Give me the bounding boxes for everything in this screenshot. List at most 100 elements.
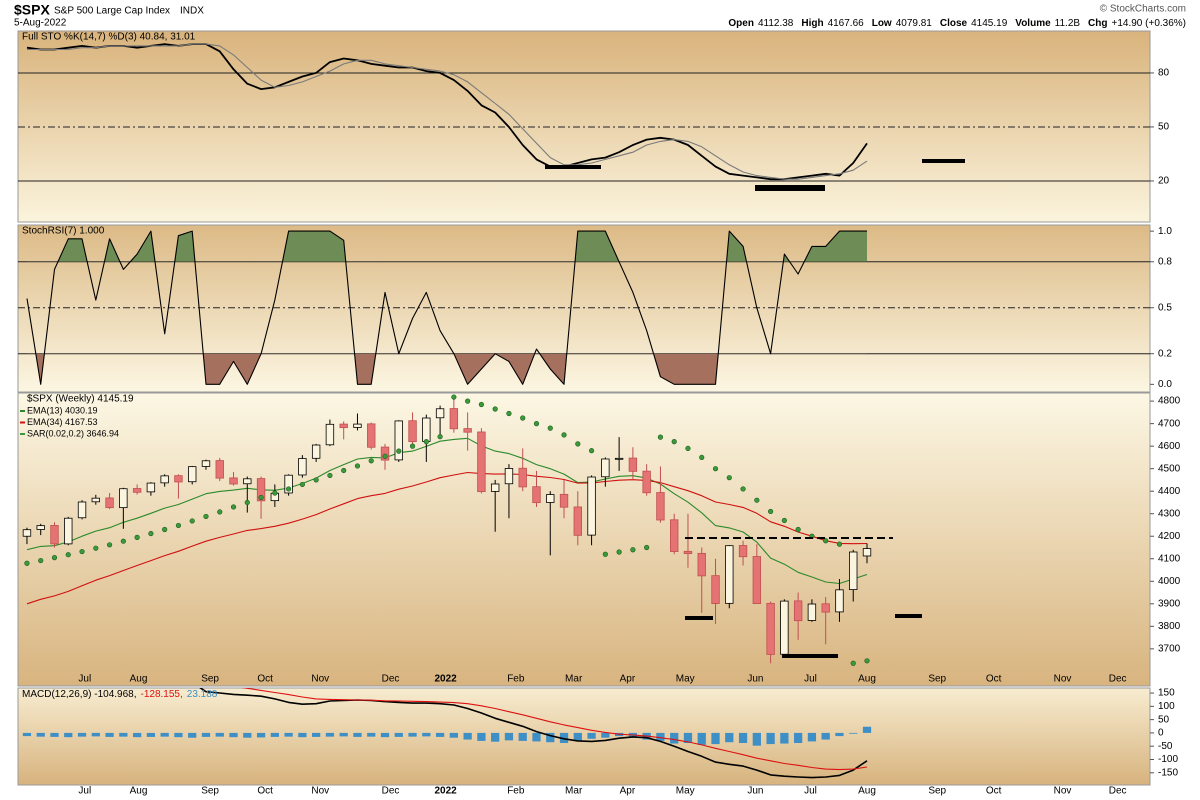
sar-dot: [79, 548, 85, 555]
sar-dot: [768, 508, 774, 515]
sar-dot: [712, 466, 719, 472]
histogram-bar: [518, 732, 527, 741]
quote-value: 4112.38: [758, 18, 794, 29]
candle-body: [174, 475, 183, 483]
histogram-bar: [353, 732, 362, 737]
y-tick-label: 0: [1158, 728, 1164, 739]
histogram-bar: [105, 732, 114, 737]
candle-body: [862, 548, 872, 557]
plot-area: [18, 43, 1150, 182]
x-tick-label: Aug: [858, 786, 876, 797]
sar-dot: [93, 545, 99, 551]
x-tick-label: Oct: [986, 674, 1002, 685]
x-tick-label: Feb: [507, 786, 525, 797]
sar-dot: [630, 547, 636, 553]
histogram-bar: [821, 732, 830, 740]
sar-dot: [850, 660, 856, 666]
x-tick-label: Jul: [78, 786, 91, 797]
histogram-bar: [477, 732, 486, 741]
candle-body: [284, 474, 293, 494]
x-tick-label: Dec: [382, 786, 400, 797]
sar-dot: [217, 509, 223, 515]
histogram-bar: [380, 732, 390, 738]
line-series: [27, 43, 868, 180]
sar-dot: [602, 551, 608, 557]
y-tick-label: 4400: [1158, 486, 1181, 497]
candle-body: [298, 458, 307, 476]
histogram-bar: [504, 732, 514, 741]
y-tick-label: 1.0: [1158, 226, 1172, 237]
annotation-bar: [685, 616, 713, 620]
histogram-bar: [601, 732, 610, 738]
y-tick-label: 100: [1158, 701, 1175, 712]
candle-body: [807, 603, 817, 621]
histogram-bar: [50, 732, 59, 737]
histogram-bar: [408, 732, 417, 737]
candle-body: [64, 517, 73, 545]
panel: 80 50 20 Full STO %K(14,7) %D(3) 40.84, 31.…: [17, 30, 1170, 223]
overbought-fill: [26, 231, 867, 262]
candle-body: [559, 493, 569, 508]
y-tick-label: 50: [1158, 714, 1170, 725]
sar-dot: [437, 434, 443, 440]
candle-body: [642, 470, 651, 494]
candle-body: [532, 486, 541, 504]
x-tick-label: Oct: [257, 786, 273, 797]
annotations: [545, 159, 965, 658]
line-series: [26, 43, 868, 181]
quote-label: Volume: [1015, 18, 1051, 29]
candle-body: [463, 428, 472, 433]
histogram-bar: [298, 732, 307, 738]
annotation-bar: [755, 185, 825, 191]
x-tick-label: Aug: [858, 674, 876, 685]
legend-entry: EMA(34) 4167.53: [27, 417, 98, 427]
histogram-bar: [422, 732, 431, 737]
candle-body: [77, 501, 87, 519]
sar-dot: [244, 499, 250, 506]
x-tick-label: Jul: [804, 674, 817, 685]
candle-body: [518, 467, 527, 488]
legend-entry: SAR(0.02,0.2) 3646.94: [27, 428, 119, 438]
histogram-bar: [794, 732, 803, 744]
sar-dot: [795, 526, 801, 533]
macd-line: [241, 688, 868, 771]
histogram-bar: [394, 732, 403, 737]
sar-dot: [588, 448, 595, 454]
quote-label: High: [801, 18, 823, 29]
quote-value: 4167.66: [828, 18, 865, 29]
candle-body: [256, 478, 266, 502]
histogram-bar: [546, 732, 555, 743]
sar-dot: [836, 541, 843, 547]
candle-body: [394, 420, 403, 461]
sar-dot: [396, 448, 402, 454]
histogram-bar: [160, 732, 169, 737]
histogram-bar: [807, 732, 817, 742]
legend-entry: 23.188: [187, 689, 218, 700]
histogram-bar: [780, 732, 789, 744]
sar-dot: [299, 481, 305, 488]
sar-dot: [258, 494, 264, 501]
legend-entry: MACD(12,26,9) -104.968,: [22, 689, 137, 700]
y-tick-label: -100: [1158, 754, 1178, 765]
quote-label: Close: [940, 18, 968, 29]
histogram-bar: [91, 732, 100, 737]
histogram-bar: [463, 732, 472, 740]
candle-body: [201, 460, 211, 467]
candle-body: [849, 551, 858, 591]
x-tick-label: Nov: [311, 786, 329, 797]
quote-value: 4145.19: [971, 18, 1008, 29]
histogram-bar: [256, 732, 266, 738]
x-tick-label: Jul: [804, 786, 817, 797]
panel-background: [17, 687, 1151, 786]
y-tick-label: 3700: [1158, 643, 1181, 654]
sar-dot: [520, 415, 526, 421]
y-tick-label: 0.8: [1158, 256, 1172, 267]
histogram-bar: [188, 732, 197, 738]
histogram-bar: [849, 732, 858, 734]
candle-body: [146, 482, 156, 493]
sar-dot: [120, 538, 126, 544]
x-tick-label: May: [676, 674, 695, 685]
annotation-bar: [545, 165, 601, 169]
y-tick-label: 80: [1158, 68, 1170, 79]
